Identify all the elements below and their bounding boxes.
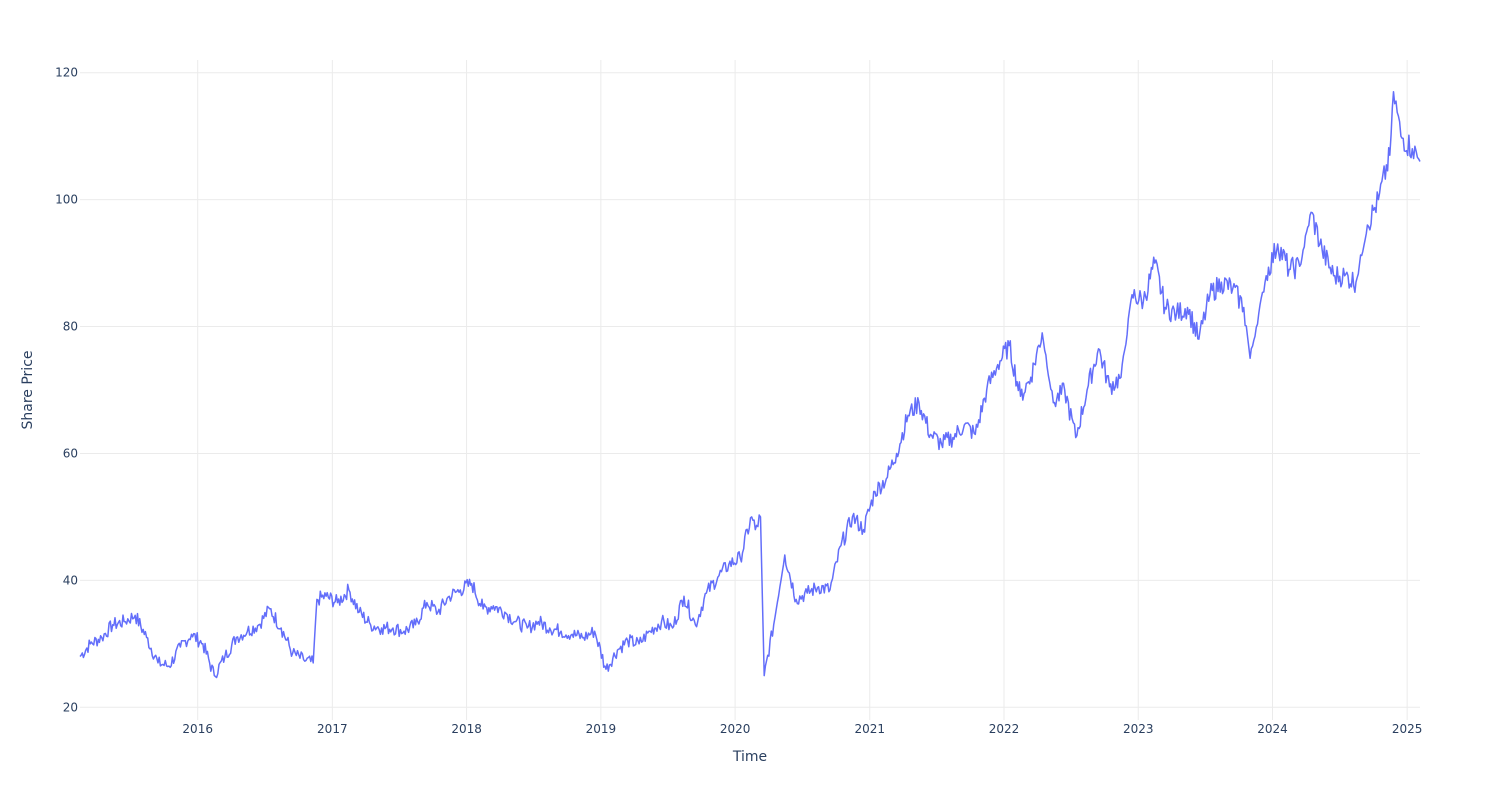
- series-line: [79, 90, 1421, 679]
- y-tick-label: 80: [63, 320, 78, 334]
- y-tick-label: 20: [63, 700, 78, 714]
- x-tick-label: 2018: [451, 722, 482, 736]
- x-tick-label: 2025: [1392, 722, 1423, 736]
- x-tick-label: 2017: [317, 722, 348, 736]
- x-tick-label: 2021: [854, 722, 885, 736]
- y-tick-label: 60: [63, 446, 78, 460]
- x-axis-title: Time: [732, 749, 767, 765]
- x-tick-label: 2024: [1257, 722, 1288, 736]
- y-tick-label: 40: [63, 573, 78, 587]
- x-tick-label: 2020: [720, 722, 751, 736]
- x-tick-label: 2016: [182, 722, 213, 736]
- x-tick-labels: 2016 2017 2018 2019 2020 2021 2022 2023 2024 2025: [182, 722, 1422, 736]
- y-tick-labels: 20 40 60 80 100 120: [55, 66, 78, 715]
- x-gridlines: [197, 60, 1408, 720]
- x-tick-label: 2023: [1123, 722, 1154, 736]
- y-tick-label: 120: [55, 66, 78, 80]
- y-tick-label: 100: [55, 193, 78, 207]
- y-gridlines: [80, 72, 1420, 708]
- x-tick-label: 2022: [989, 722, 1020, 736]
- x-tick-label: 2019: [586, 722, 617, 736]
- y-axis-title: Share Price: [20, 350, 36, 429]
